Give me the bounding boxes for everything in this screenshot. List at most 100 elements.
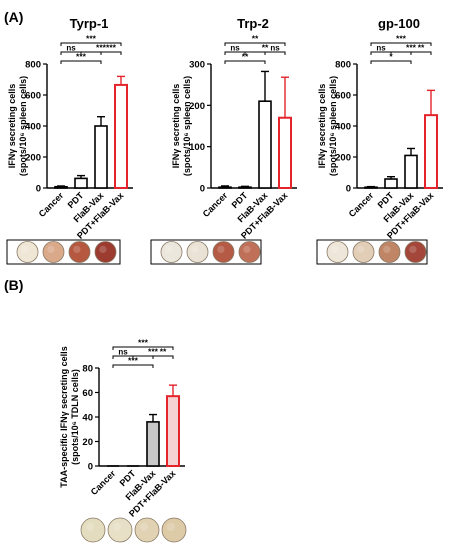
well-highlight bbox=[217, 245, 225, 254]
panel-label-a: (A) bbox=[4, 9, 23, 25]
chart-title: Tyrp-1 bbox=[70, 16, 109, 31]
bar-pdt bbox=[238, 186, 252, 189]
significance-bracket bbox=[410, 51, 432, 55]
significance-bracket bbox=[264, 51, 286, 55]
y-tick-label: 800 bbox=[25, 60, 41, 71]
y-tick-label: 0 bbox=[88, 462, 93, 473]
category-label: Cancer bbox=[89, 468, 118, 497]
category-label: Cancer bbox=[201, 190, 230, 219]
y-tick-label: 600 bbox=[335, 91, 351, 102]
significance-bracket bbox=[60, 42, 122, 46]
y-axis-title: IFNγ secreting cells bbox=[7, 84, 17, 169]
well-3 bbox=[212, 241, 235, 263]
y-tick-label: 800 bbox=[335, 60, 351, 71]
y-tick-label: 300 bbox=[189, 60, 205, 71]
significance-label: ** bbox=[418, 43, 425, 53]
well-highlight bbox=[85, 522, 95, 532]
significance-bracket bbox=[152, 355, 174, 359]
well-highlight bbox=[357, 245, 365, 254]
well-highlight bbox=[165, 245, 173, 254]
well-2 bbox=[352, 241, 375, 263]
y-tick-label: 400 bbox=[25, 122, 41, 133]
bar-pdt bbox=[384, 178, 398, 189]
significance-label: ns bbox=[376, 44, 386, 53]
significance-label: ** bbox=[160, 347, 167, 357]
significance-label: ns bbox=[270, 44, 280, 53]
panel-label-b: (B) bbox=[4, 277, 23, 293]
y-tick-label: 60 bbox=[82, 388, 93, 399]
well-3 bbox=[68, 241, 91, 263]
significance-label: *** bbox=[128, 356, 139, 366]
well-highlight bbox=[139, 522, 149, 532]
significance-label: *** bbox=[86, 34, 97, 44]
significance-label: ns bbox=[66, 44, 76, 53]
chart-title: Trp-2 bbox=[237, 16, 269, 31]
well-4 bbox=[238, 241, 261, 263]
chart-panel-1: Tyrp-1 0 200 400 600 800 IFNγ secreting cells(… bbox=[6, 16, 133, 265]
category-label: Cancer bbox=[347, 190, 376, 219]
elispot-wells bbox=[316, 239, 428, 265]
y-tick-label: 40 bbox=[82, 413, 93, 424]
significance-label: ** bbox=[252, 34, 259, 44]
significance-bracket bbox=[224, 42, 286, 46]
well-2 bbox=[42, 241, 65, 263]
y-axis-title: (spots/10⁶ TDLN cells) bbox=[70, 369, 80, 465]
bar-pdt-flab-vax bbox=[166, 395, 180, 467]
well-3 bbox=[134, 517, 160, 543]
significance-label: *** bbox=[138, 338, 149, 348]
y-axis-title: IFNγ secreting cells bbox=[317, 84, 327, 169]
y-tick-label: 200 bbox=[335, 153, 351, 164]
bar-flab-vax bbox=[258, 100, 272, 189]
well-highlight bbox=[73, 245, 81, 254]
well-highlight bbox=[409, 245, 417, 254]
significance-label: ns bbox=[230, 44, 240, 53]
y-axis-title: IFNγ secreting cells bbox=[171, 84, 181, 169]
significance-label: *** bbox=[106, 43, 117, 53]
well-highlight bbox=[331, 245, 339, 254]
well-1 bbox=[80, 517, 106, 543]
significance-bracket bbox=[112, 346, 174, 350]
significance-bracket bbox=[100, 51, 122, 55]
y-tick-label: 20 bbox=[82, 437, 93, 448]
y-axis-title: (spots/10⁶ spleen cells) bbox=[182, 76, 192, 176]
bar-cancer bbox=[54, 185, 68, 189]
bar-flab-vax bbox=[146, 421, 160, 467]
significance-label: * bbox=[389, 52, 393, 62]
well-3 bbox=[378, 241, 401, 263]
well-1 bbox=[16, 241, 39, 263]
well-highlight bbox=[243, 245, 251, 254]
well-highlight bbox=[112, 522, 122, 532]
y-tick-label: 600 bbox=[25, 91, 41, 102]
chart-panel-4: 0 20 40 60 80 TAA-specific IFNγ secreting cel… bbox=[59, 338, 187, 543]
y-tick-label: 80 bbox=[82, 364, 93, 375]
well-2 bbox=[107, 517, 133, 543]
chart-title: gp-100 bbox=[378, 16, 420, 31]
well-highlight bbox=[47, 245, 55, 254]
y-tick-label: 100 bbox=[189, 142, 205, 153]
chart-panel-2: Trp-2 0 100 200 300 IFNγ secreting cells (spot… bbox=[150, 16, 297, 265]
well-2 bbox=[186, 241, 209, 263]
bar-cancer bbox=[218, 186, 232, 189]
significance-label: *** bbox=[76, 52, 87, 62]
bar-flab-vax bbox=[404, 154, 418, 189]
bar-pdt bbox=[74, 177, 88, 189]
significance-label: ** bbox=[242, 52, 249, 62]
bar-pdt-flab-vax bbox=[278, 116, 292, 189]
well-highlight bbox=[21, 245, 29, 254]
y-axis-title: TAA-specific IFNγ secreting cells bbox=[59, 346, 69, 487]
well-4 bbox=[404, 241, 427, 263]
bar-cancer bbox=[364, 186, 378, 189]
well-1 bbox=[326, 241, 349, 263]
significance-label: ns bbox=[118, 348, 128, 357]
bar-flab-vax bbox=[94, 125, 108, 189]
y-axis-title: (spots/10⁶ spleen cells) bbox=[328, 76, 338, 176]
significance-bracket bbox=[370, 60, 412, 64]
y-tick-label: 200 bbox=[189, 101, 205, 112]
significance-label: *** bbox=[148, 347, 159, 357]
significance-label: *** bbox=[96, 43, 107, 53]
well-1 bbox=[160, 241, 183, 263]
y-tick-label: 200 bbox=[25, 153, 41, 164]
significance-bracket bbox=[60, 60, 102, 64]
well-highlight bbox=[191, 245, 199, 254]
